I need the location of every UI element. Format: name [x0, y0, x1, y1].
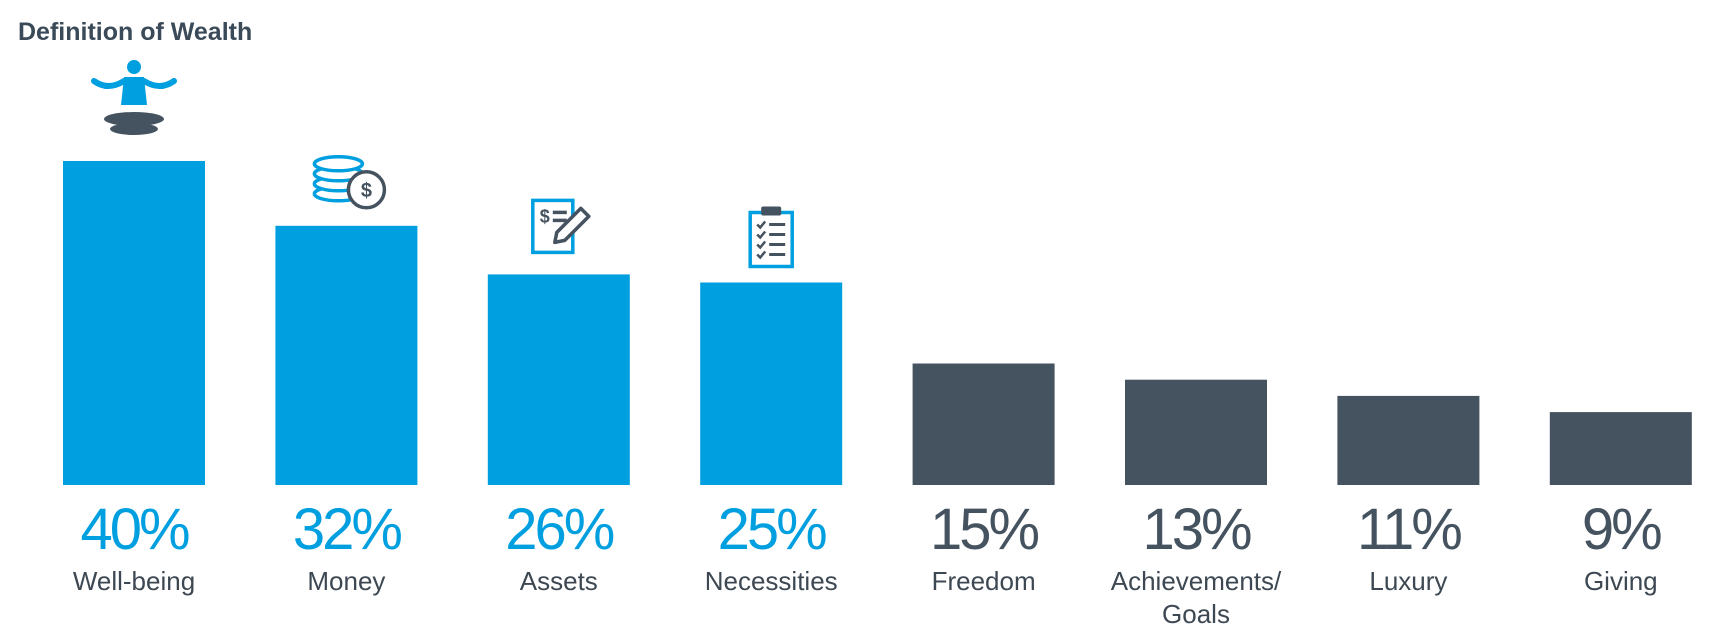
value-label: 32% — [293, 497, 402, 562]
bar-money — [275, 225, 418, 486]
value-label: 13% — [1142, 497, 1251, 562]
category-label: Necessities — [705, 566, 838, 596]
chart-title: Definition of Wealth — [18, 18, 253, 46]
category-label: Achievements/ — [1111, 566, 1282, 596]
category-label: Well-being — [73, 566, 195, 596]
bar-achievements-goals — [1125, 379, 1267, 485]
category-label: Money — [307, 566, 385, 596]
value-label: 26% — [505, 497, 614, 562]
coins-dollar-icon: $ — [312, 155, 387, 210]
bar-luxury — [1337, 395, 1480, 485]
clipboard-checklist-icon — [748, 206, 794, 269]
document-pen-icon: $ — [531, 198, 591, 255]
category-label: Giving — [1584, 566, 1658, 596]
bar-well-being — [63, 161, 205, 485]
bar-necessities — [700, 282, 843, 485]
value-label: 40% — [80, 497, 189, 562]
bar-assets — [487, 274, 630, 485]
value-label: 9% — [1582, 497, 1661, 562]
value-labels-group: 40% 32% 26% 25% 15% 13% 11% 9% — [80, 497, 1664, 562]
bars-group — [63, 161, 1692, 486]
svg-text:$: $ — [540, 206, 550, 226]
category-label: Luxury — [1369, 566, 1447, 596]
category-label: Goals — [1162, 599, 1230, 629]
category-label: Freedom — [932, 566, 1036, 596]
category-label: Assets — [520, 566, 598, 596]
value-label: 25% — [718, 497, 827, 562]
icons-group: $$ — [91, 60, 794, 269]
value-label: 15% — [930, 497, 1039, 562]
svg-text:$: $ — [361, 180, 372, 202]
meditation-icon — [91, 60, 177, 135]
value-label: 11% — [1357, 497, 1461, 562]
bar-freedom — [912, 363, 1055, 485]
category-labels-group: Well-being Money Assets Necessities Freedom A… — [73, 566, 1658, 629]
bar-giving — [1549, 412, 1692, 485]
